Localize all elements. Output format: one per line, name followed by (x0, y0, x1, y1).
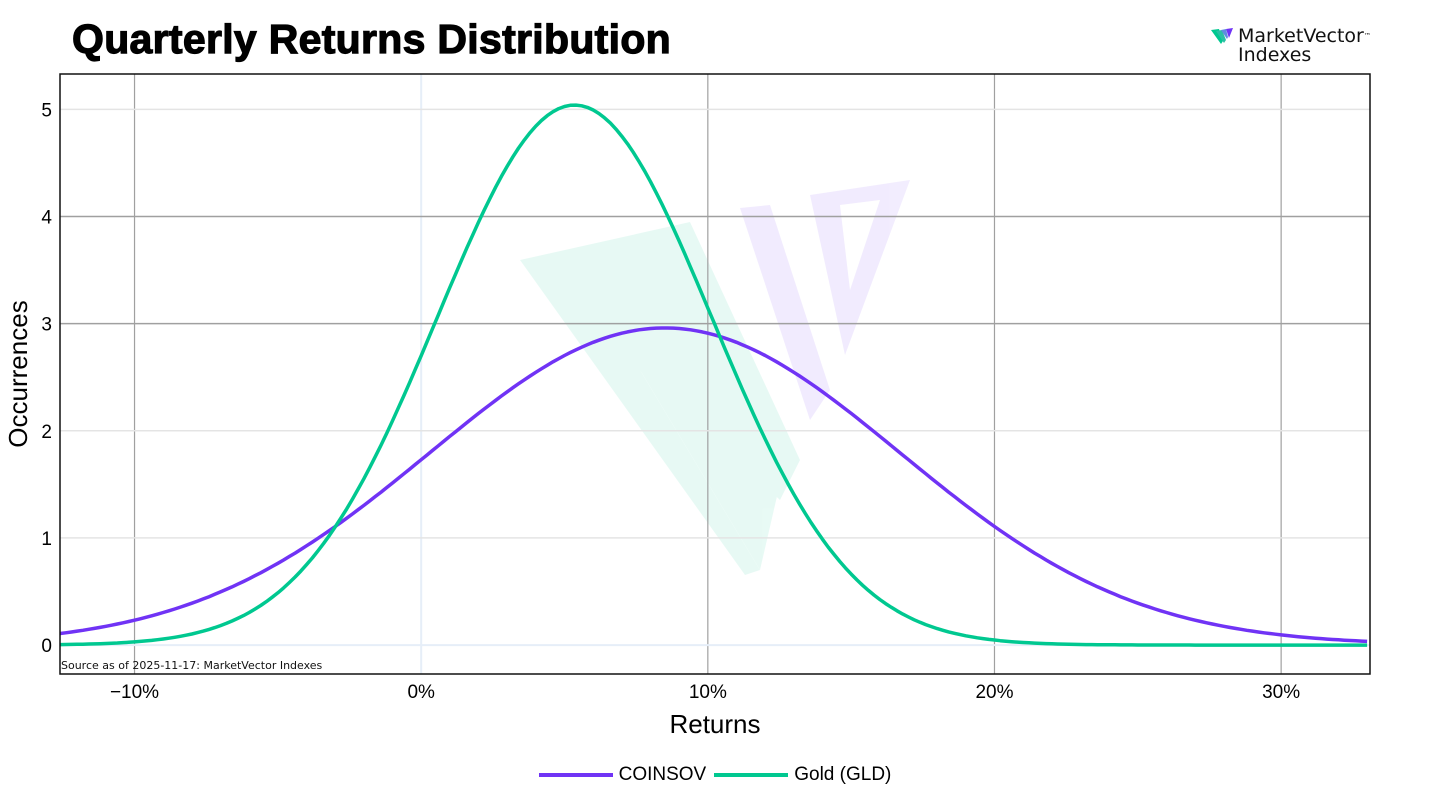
y-tick-label: 0 (41, 636, 52, 657)
legend-swatch-coinsov (538, 773, 613, 777)
x-axis-ticks: −10% 0% 10% 20% 30% (110, 682, 1300, 703)
y-tick-label: 1 (41, 529, 52, 550)
legend-swatch-gold (714, 773, 789, 777)
y-tick-label: 4 (41, 208, 52, 229)
source-note: Source as of 2025-11-17: MarketVector In… (61, 659, 323, 672)
x-axis-label: Returns (669, 709, 760, 739)
y-tick-label: 2 (41, 422, 52, 443)
legend-item-coinsov[interactable]: COINSOV (538, 764, 707, 786)
x-tick-label: 30% (1262, 682, 1300, 703)
legend-label-gold: Gold (GLD) (794, 764, 892, 785)
marketvector-logo-icon (1211, 28, 1233, 44)
logo-line1: MarketVector (1238, 25, 1364, 47)
plot-frame (59, 73, 1371, 675)
chart-title: Quarterly Returns Distribution (71, 15, 672, 62)
marketvector-logo: MarketVector™ Indexes (1210, 27, 1371, 65)
logo-tm: ™ (1363, 32, 1371, 40)
x-tick-label: 10% (689, 682, 727, 703)
grid-lines (60, 74, 1370, 674)
x-tick-label: 0% (407, 682, 435, 703)
x-tick-label: 20% (975, 682, 1013, 703)
y-axis-ticks: 0 1 2 3 4 5 (41, 100, 52, 657)
legend-label-coinsov: COINSOV (618, 764, 707, 785)
curve-gold (59, 103, 1368, 647)
legend-item-gold[interactable]: Gold (GLD) (714, 764, 891, 786)
distribution-curves (59, 103, 1368, 647)
curve-coinsov (59, 326, 1368, 644)
legend: COINSOV Gold (GLD) (0, 764, 1430, 786)
y-tick-label: 3 (41, 315, 52, 336)
logo-line2: Indexes (1238, 44, 1312, 66)
y-tick-label: 5 (41, 100, 52, 121)
y-axis-label: Occurrences (3, 300, 33, 447)
watermark-logo (520, 180, 910, 575)
x-tick-label: −10% (110, 682, 159, 703)
